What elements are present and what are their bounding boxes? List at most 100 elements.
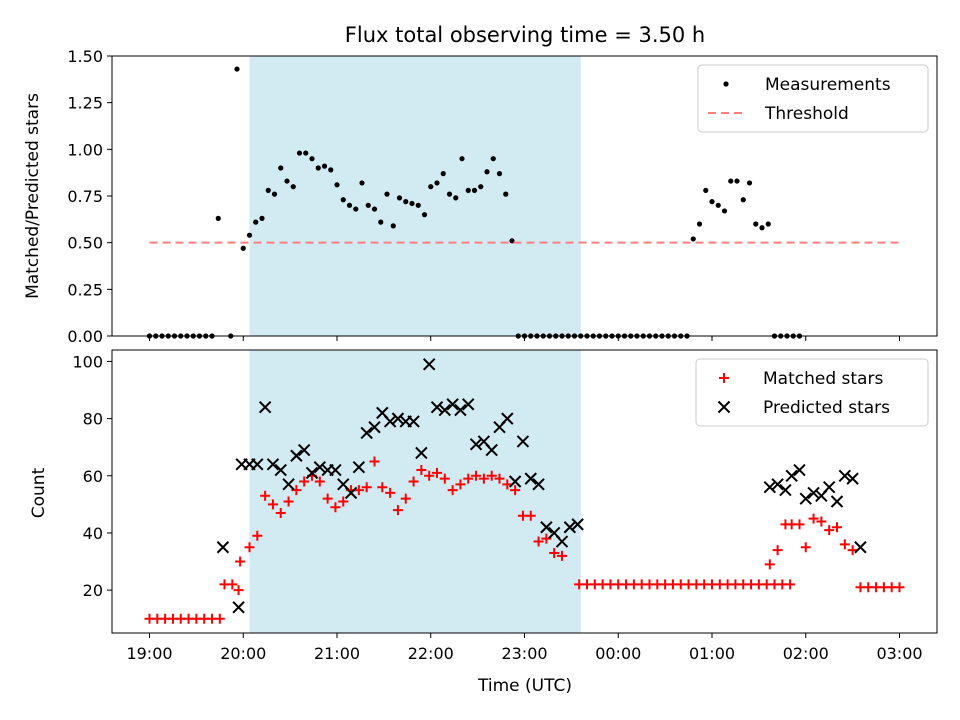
measurement-point <box>753 221 759 227</box>
measurement-point <box>346 202 353 208</box>
matched-star-point <box>330 502 341 513</box>
measurement-point <box>496 171 503 177</box>
matched-star-point <box>227 579 238 590</box>
bottom-y-axis-label: Count <box>29 467 49 518</box>
measurement-point <box>453 195 459 201</box>
matched-star-point <box>478 473 489 484</box>
matched-star-point <box>260 490 271 501</box>
measurement-point <box>353 206 359 212</box>
measurement-point <box>734 178 740 184</box>
measurement-point <box>478 184 484 190</box>
x-tick-label: 21:00 <box>314 644 360 663</box>
legend-label: Threshold <box>764 104 849 124</box>
measurement-point <box>728 178 734 184</box>
predicted-star-point <box>469 438 483 451</box>
measurement-point <box>340 197 346 203</box>
matched-star-point <box>233 585 244 596</box>
matched-star-point <box>471 470 482 481</box>
predicted-star-point <box>407 415 420 428</box>
matched-star-point <box>832 522 842 533</box>
matched-star-point <box>510 485 521 496</box>
measurement-point <box>296 150 303 156</box>
predicted-star-point <box>216 541 230 554</box>
measurement-point <box>421 212 428 218</box>
x-tick-label: 20:00 <box>220 644 266 663</box>
matched-star-point <box>894 582 905 593</box>
x-tick-label: 19:00 <box>126 644 172 663</box>
measurement-point <box>278 165 284 171</box>
y-tick-label: 1.50 <box>67 47 103 66</box>
legend-box <box>697 64 929 133</box>
predicted-star-point <box>258 400 272 414</box>
measurement-point <box>284 178 290 184</box>
measurement-point <box>378 219 384 225</box>
measurement-point <box>690 236 696 242</box>
predicted-star-point <box>524 472 537 485</box>
matched-star-point <box>416 465 427 476</box>
measurement-point <box>365 202 371 208</box>
predicted-star-point <box>779 483 792 497</box>
predicted-star-point <box>846 472 859 485</box>
legend-predicted-swatch <box>717 400 731 414</box>
chart-title: Flux total observing time = 3.50 h <box>345 23 705 47</box>
measurements-panel: 0.00 0.25 0.50 0.75 1.00 1.25 1.50 Flux total … <box>23 23 938 346</box>
predicted-star-point <box>313 460 327 474</box>
measurement-point <box>359 180 365 186</box>
measurement-point <box>328 167 334 173</box>
measurement-point <box>465 187 471 193</box>
matched-star-point <box>314 476 325 487</box>
measurement-point <box>740 197 746 203</box>
legend-matched-swatch <box>719 373 729 383</box>
matched-star-point <box>502 479 513 490</box>
predicted-star-point <box>799 492 812 505</box>
measurement-point <box>715 202 721 208</box>
y-tick-label: 60 <box>83 467 103 486</box>
measurement-point <box>259 215 265 221</box>
legend-box <box>695 358 929 427</box>
measurement-point <box>215 215 221 221</box>
matched-star-point <box>847 545 858 556</box>
measurement-point <box>446 191 453 197</box>
matched-star-point <box>377 482 388 493</box>
legend-measurement-swatch <box>723 81 729 87</box>
y-tick-label: 0.25 <box>67 280 103 299</box>
predicted-star-point <box>462 398 475 411</box>
measurement-point <box>409 200 415 207</box>
measurement-point <box>503 191 509 197</box>
matched-star-point <box>353 485 364 496</box>
measurement-point <box>303 150 309 156</box>
predicted-star-point <box>344 486 358 500</box>
measurement-point <box>721 208 728 214</box>
matched-star-point <box>533 536 544 547</box>
matched-star-point <box>400 493 411 504</box>
matched-star-point <box>808 513 819 524</box>
counts-panel: 20 40 60 80 100 19:00 20:00 21:00 22:00 23:00 00:0… <box>29 349 938 696</box>
matched-star-point <box>408 476 419 487</box>
predicted-star-point <box>360 426 373 440</box>
measurement-point <box>471 187 478 193</box>
legend-label: Predicted stars <box>763 398 890 418</box>
x-tick-label: 02:00 <box>783 644 829 663</box>
matched-star-point <box>275 507 286 518</box>
matched-star-point <box>369 456 380 467</box>
y-tick-label: 100 <box>72 352 103 371</box>
measurement-point <box>490 156 496 162</box>
predicted-star-point <box>383 415 397 428</box>
matched-star-point <box>772 545 783 556</box>
matched-star-point <box>447 485 458 496</box>
measurement-point <box>371 206 378 212</box>
matched-star-point <box>794 519 805 530</box>
matched-star-point <box>235 556 246 567</box>
measurement-point <box>403 199 409 205</box>
predicted-star-point <box>540 521 553 534</box>
bottom-axes: 20 40 60 80 100 19:00 20:00 21:00 22:00 23:00 00:0… <box>72 352 922 663</box>
predicted-star-point <box>785 469 798 482</box>
measurement-point <box>271 191 278 197</box>
measurement-point <box>396 195 403 201</box>
predicted-star-point <box>571 518 584 531</box>
x-tick-label: 00:00 <box>595 644 641 663</box>
matched-star-point <box>764 559 775 570</box>
matched-star-point <box>322 493 333 504</box>
measurement-point <box>696 221 703 227</box>
matched-star-point <box>557 550 567 561</box>
